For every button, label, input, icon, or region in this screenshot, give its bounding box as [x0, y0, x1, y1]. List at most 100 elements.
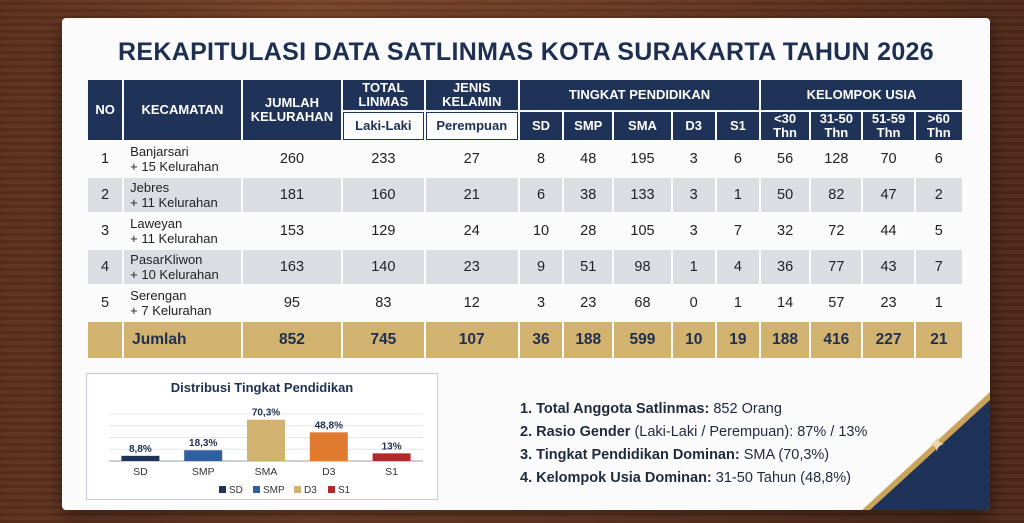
- cell-usia-51-59: 44: [880, 223, 897, 239]
- header-usia-lt30: <30 Thn: [760, 112, 810, 140]
- header-smp: SMP: [564, 112, 613, 140]
- total-sma: 599: [614, 322, 671, 358]
- total-smp: 188: [564, 322, 613, 358]
- total-row: Jumlah 852 745 107 36 188 599 10 19 188 …: [88, 322, 962, 358]
- total-usia-gt60: 21: [915, 322, 962, 358]
- cell-d3: 1: [672, 250, 715, 284]
- kecamatan-name: Serengan: [130, 288, 187, 303]
- cell-sma: 195: [630, 151, 655, 167]
- legend-swatch: [294, 486, 301, 493]
- cell-usia-lt30: 14: [777, 295, 794, 311]
- cell-laki-laki: 140: [343, 250, 424, 284]
- page-title: REKAPITULASI DATA SATLINMAS KOTA SURAKAR…: [118, 38, 934, 66]
- cell-usia-31-50: 77: [811, 250, 862, 284]
- cell-usia-lt30: 50: [760, 178, 810, 212]
- summary-value: 31-50 Tahun (48,8%): [715, 470, 851, 486]
- chart-bar-d3: [309, 432, 348, 461]
- table-row: 2 Jebres + 11 Kelurahan 181 160 21 6 38 1…: [88, 178, 962, 212]
- header-sd: SD: [519, 112, 563, 140]
- chart-tick-label: SD: [133, 466, 148, 478]
- summary-item: 1. Total Anggota Satlinmas: 852 Orang: [520, 398, 867, 421]
- cell-usia-51-59: 70: [880, 151, 897, 167]
- cell-s1: 6: [733, 151, 742, 167]
- table-body: 1 Banjarsari + 15 Kelurahan 260 233 27 8 …: [88, 142, 962, 358]
- cell-no: 2: [88, 178, 123, 212]
- cell-usia-51-59: 47: [863, 178, 914, 212]
- header-sma: SMA: [614, 112, 671, 140]
- kecamatan-name: Laweyan: [130, 216, 183, 231]
- cell-jumlah-kelurahan: 260: [279, 151, 305, 167]
- summary-label: 1. Total Anggota Satlinmas:: [520, 401, 710, 417]
- total-usia-lt30: 188: [760, 322, 810, 358]
- legend-swatch: [253, 486, 260, 493]
- cell-usia-31-50: 57: [828, 295, 845, 311]
- summary-item: 4. Kelompok Usia Dominan: 31-50 Tahun (4…: [520, 467, 867, 490]
- chart-bar-sd: [121, 455, 160, 461]
- header-usia-31-50: 31-50 Thn: [811, 112, 862, 140]
- cell-perempuan: 24: [463, 223, 480, 239]
- chart-tick-label: SMP: [192, 466, 215, 478]
- header-total-linmas: TOTAL LINMAS: [343, 80, 424, 110]
- total-d3: 10: [672, 322, 715, 358]
- table-row: 5 Serengan + 7 Kelurahan 95 83 12 3 23 68…: [88, 286, 962, 320]
- header-kelompok-usia: KELOMPOK USIA: [760, 80, 962, 110]
- summary-list: 1. Total Anggota Satlinmas: 852 Orang 2.…: [520, 398, 867, 490]
- legend-entry: S1: [338, 485, 351, 496]
- cell-kecamatan: Banjarsari + 15 Kelurahan: [124, 142, 241, 176]
- chart-tick-label: SMA: [255, 466, 278, 478]
- header-kecamatan: KECAMATAN: [124, 80, 241, 140]
- kecamatan-note: + 10 Kelurahan: [130, 267, 219, 282]
- cell-d3: 0: [689, 295, 698, 311]
- chart-value-label: 70,3%: [252, 408, 280, 419]
- legend-swatch: [328, 486, 335, 493]
- chart-svg: 8,8% SD 18,3% SMP 70,3% SMA 48,8% D3 13% S1 SD SMP D…: [109, 408, 423, 496]
- kecamatan-note: + 11 Kelurahan: [130, 195, 218, 210]
- cell-s1: 1: [716, 178, 759, 212]
- cell-jumlah-kelurahan: 95: [283, 295, 300, 311]
- cell-d3: 3: [672, 178, 715, 212]
- kecamatan-name: PasarKliwon: [130, 252, 203, 267]
- cell-perempuan: 12: [463, 295, 480, 311]
- cell-kecamatan: PasarKliwon + 10 Kelurahan: [124, 250, 241, 284]
- header-usia-51-59: 51-59 Thn: [863, 112, 914, 140]
- cell-usia-31-50: 82: [811, 178, 862, 212]
- cell-no: 1: [101, 151, 110, 167]
- table-row: 1 Banjarsari + 15 Kelurahan 260 233 27 8 …: [88, 142, 962, 176]
- summary-item: 2. Rasio Gender (Laki-Laki / Perempuan):…: [520, 421, 867, 444]
- cell-s1: 1: [733, 295, 742, 311]
- cell-sma: 105: [630, 223, 655, 239]
- corner-accent-navy: [870, 400, 990, 510]
- header-jenis-kelamin: JENIS KELAMIN: [425, 80, 518, 110]
- cell-usia-31-50: 72: [828, 223, 845, 239]
- chart-value-label: 8,8%: [129, 444, 152, 455]
- chart-value-label: 13%: [382, 441, 402, 452]
- total-label: Jumlah: [124, 322, 241, 358]
- cell-usia-gt60: 1: [934, 295, 943, 311]
- cell-usia-gt60: 6: [934, 151, 943, 167]
- chart-bar-sma: [247, 419, 285, 461]
- total-sd: 36: [519, 322, 563, 358]
- cell-usia-gt60: 2: [915, 178, 962, 212]
- cell-sd: 8: [537, 151, 546, 167]
- cell-jumlah-kelurahan: 163: [242, 250, 342, 284]
- cell-no: 5: [101, 295, 110, 311]
- report-card: ✦ REKAPITULASI DATA SATLINMAS KOTA SURAK…: [62, 18, 990, 510]
- summary-paren: (Laki-Laki / Perempuan): [634, 424, 790, 440]
- legend-entry: SMP: [263, 485, 285, 496]
- cell-sd: 3: [537, 295, 546, 311]
- cell-total-spacer: [88, 322, 123, 358]
- cell-kecamatan: Serengan + 7 Kelurahan: [124, 286, 241, 320]
- cell-smp: 51: [564, 250, 613, 284]
- total-laki-laki: 745: [343, 322, 424, 358]
- cell-perempuan: 23: [425, 250, 518, 284]
- cell-sd: 10: [532, 223, 550, 239]
- summary-label: 2. Rasio Gender: [520, 424, 631, 440]
- sparkle-icon: ✦: [927, 433, 946, 458]
- cell-s1: 7: [733, 223, 742, 239]
- summary-label: 4. Kelompok Usia Dominan:: [520, 470, 712, 486]
- cell-laki-laki: 83: [375, 295, 392, 311]
- chart-bar-smp: [184, 450, 223, 461]
- cell-sma: 133: [614, 178, 671, 212]
- cell-d3: 3: [689, 151, 698, 167]
- chart-bar-s1: [372, 453, 411, 461]
